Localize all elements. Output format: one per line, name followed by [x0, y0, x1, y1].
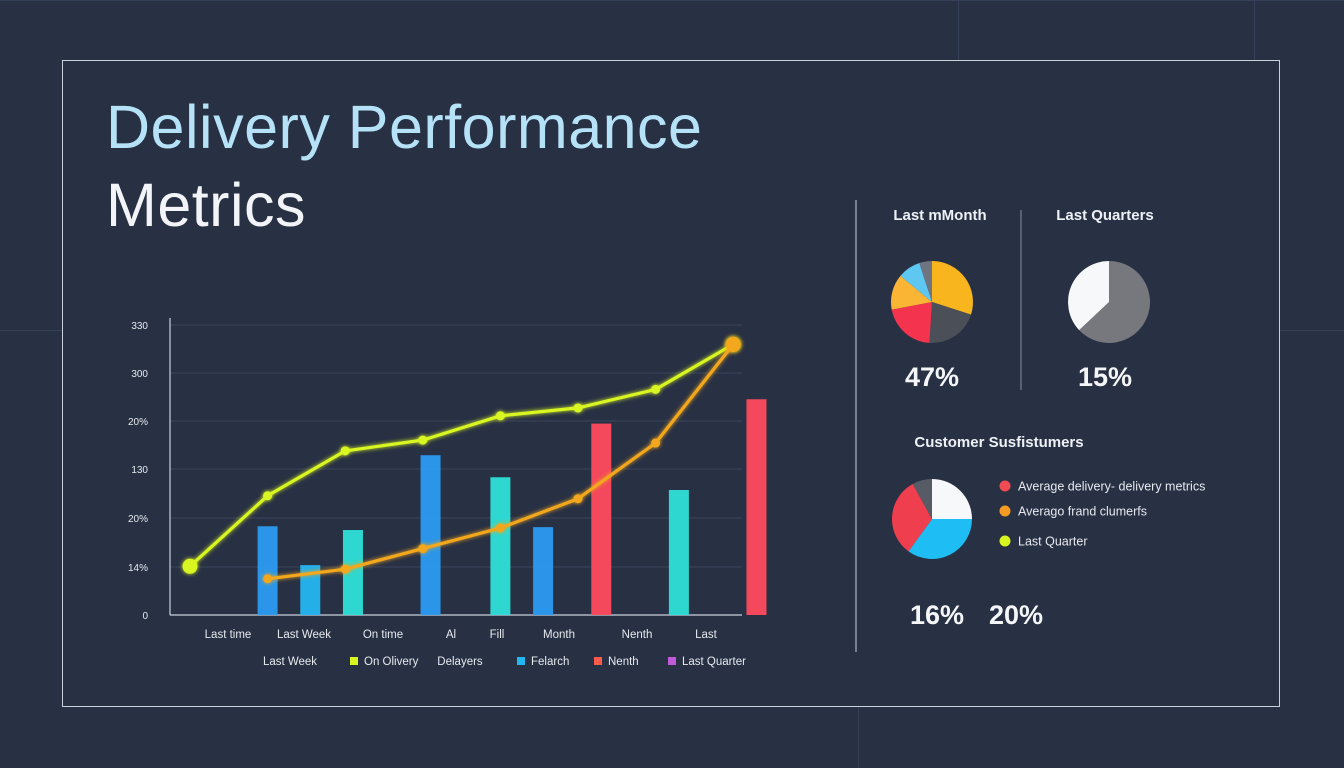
x-tick-label: Last Week [277, 629, 331, 641]
decor-line-left [0, 330, 62, 331]
series-point [340, 564, 350, 574]
series-point [263, 574, 273, 584]
pie-slice [932, 261, 973, 315]
pie-slice [908, 519, 972, 559]
legend-swatch [668, 657, 676, 665]
series-point [573, 403, 583, 413]
pie-title: Last mMonth [893, 207, 986, 224]
pie-slice [919, 261, 932, 302]
x-tick-label: On time [363, 629, 403, 641]
decor-line-v1 [958, 0, 959, 60]
series-point [418, 435, 428, 445]
series-line [188, 343, 735, 568]
series-point [340, 446, 350, 456]
pie-slice [929, 302, 971, 344]
bar [300, 565, 321, 615]
pie-slice [891, 302, 932, 343]
x-tick-label: Last time [205, 629, 252, 641]
bar [342, 530, 363, 615]
pie-value: 16% [910, 600, 964, 630]
legend-dot [999, 535, 1011, 547]
dashboard-frame [62, 60, 1280, 707]
bar [420, 455, 441, 615]
pie-value: 15% [1078, 362, 1132, 392]
bar [746, 399, 767, 615]
series-point [263, 491, 273, 501]
x-tick-label: Nenth [622, 629, 653, 641]
pie-slice [932, 479, 972, 519]
series-point [495, 523, 505, 533]
bar [668, 490, 689, 615]
y-tick-label: 0 [142, 611, 148, 622]
pie-title: Last Quarters [1056, 207, 1154, 224]
series-point [418, 544, 428, 554]
legend-swatch [350, 657, 358, 665]
y-tick-label: 14% [128, 563, 148, 574]
legend-label: Delayers [437, 656, 483, 668]
legend-label: Average delivery- delivery metrics [1018, 480, 1205, 494]
series-point [495, 411, 505, 421]
x-tick-label: Month [543, 629, 575, 641]
bar [533, 527, 554, 615]
page-title-line1: Delivery Performance [106, 93, 703, 161]
decor-line-top [0, 0, 1344, 1]
pie-slice [1067, 261, 1109, 331]
series-point [651, 384, 661, 394]
legend-label: Averago frand clumerfs [1018, 505, 1147, 519]
bar [591, 423, 612, 615]
pie-slice [912, 479, 932, 519]
legend-label: On Olivery [364, 656, 419, 668]
x-tick-label: Al [446, 629, 456, 641]
legend-dot [999, 505, 1011, 517]
bar [490, 477, 511, 615]
pie-slice [891, 275, 932, 310]
legend-label: Nenth [608, 656, 639, 668]
x-tick-label: Last [695, 629, 718, 641]
legend-label: Last Quarter [1018, 535, 1087, 549]
x-tick-label: Fill [490, 629, 505, 641]
decor-line-v2 [1254, 0, 1255, 60]
legend-label: Felarch [531, 656, 569, 668]
pie-slice [892, 483, 932, 552]
pie-slice [1079, 261, 1150, 344]
pie-slice [900, 263, 932, 302]
series-point [573, 494, 583, 504]
series-point [182, 558, 198, 574]
page-title-line2: Metrics [106, 171, 307, 239]
y-tick-label: 130 [131, 465, 148, 476]
pie-value: 20% [989, 600, 1043, 630]
y-tick-label: 20% [128, 417, 148, 428]
legend-swatch [517, 657, 525, 665]
pie-value: 47% [905, 362, 959, 392]
pie-title: Customer Susfistumers [914, 434, 1083, 451]
decor-line-v3 [858, 707, 859, 768]
legend-label: Last Quarter [682, 656, 746, 668]
y-tick-label: 20% [128, 514, 148, 525]
legend-label: Last Week [263, 656, 317, 668]
bar [257, 526, 278, 615]
series-point [725, 336, 741, 352]
y-tick-label: 300 [131, 369, 148, 380]
y-tick-label: 330 [131, 321, 148, 332]
legend-swatch [594, 657, 602, 665]
legend-dot [999, 480, 1011, 492]
decor-line-right [1280, 330, 1344, 331]
series-point [651, 438, 661, 448]
